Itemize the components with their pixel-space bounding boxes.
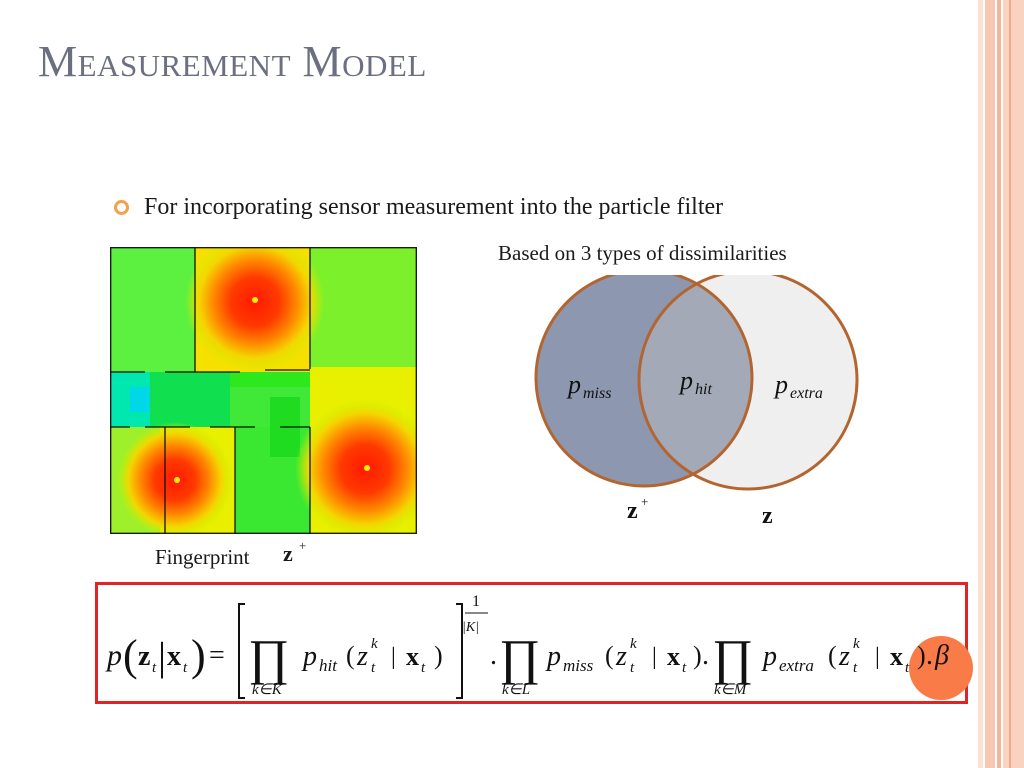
heatmap-z-sup: + xyxy=(299,538,307,553)
eq-dot-3: . xyxy=(926,640,933,671)
eq-p-hit: p xyxy=(301,641,317,672)
venn-miss-p: p xyxy=(566,370,581,399)
eq-prod-L: ∏ xyxy=(499,629,540,685)
bullet-ring-icon xyxy=(114,199,129,215)
heatmap-z-label: z xyxy=(283,541,293,566)
orange-dot-decoration xyxy=(909,636,973,700)
eq-cond-bar: | xyxy=(158,634,166,679)
eq-x-sub-t: t xyxy=(183,660,188,676)
eq-beta: β xyxy=(934,640,949,671)
eq-paren-close: ) xyxy=(434,641,443,670)
venn-caption: Based on 3 types of dissimilarities xyxy=(498,241,787,265)
eq-sub-t: t xyxy=(853,660,858,676)
venn-hit-p: p xyxy=(678,366,693,395)
venn-hit-sub: hit xyxy=(695,381,712,398)
eq-sup-k: k xyxy=(371,636,378,652)
eq-z-sub-t: t xyxy=(152,660,157,676)
eq-exp-numerator: 1 xyxy=(472,593,480,610)
venn-z-plus-sup: + xyxy=(641,494,648,509)
heatmap-caption: Fingerprint xyxy=(155,545,250,569)
eq-dot-1: . xyxy=(490,640,497,671)
slide-title: Measurement Model xyxy=(38,37,427,86)
eq-prod-M: ∏ xyxy=(712,629,753,685)
eq-equals: = xyxy=(209,640,225,671)
decorative-stripe xyxy=(978,0,983,768)
eq-z: z xyxy=(138,641,150,672)
eq-z-k: z xyxy=(356,641,368,672)
eq-bar: | xyxy=(652,644,657,670)
eq-x-t-sub: t xyxy=(905,660,910,676)
eq-p-extra: p xyxy=(761,641,777,672)
eq-hit-sub: hit xyxy=(319,656,338,675)
venn-diagram: p miss p hit p extra z + z xyxy=(534,275,859,525)
eq-prod-K-sub: k∈K xyxy=(252,682,283,698)
eq-x-t: x xyxy=(890,642,903,671)
eq-miss-sub: miss xyxy=(563,656,594,675)
eq-prod-M-sub: k∈M xyxy=(714,682,748,698)
eq-x-t-sub: t xyxy=(421,660,426,676)
eq-bar: | xyxy=(391,644,396,670)
eq-exp-denominator: |K| xyxy=(462,620,479,635)
eq-z-k: z xyxy=(615,641,627,672)
eq-extra-sub: extra xyxy=(779,656,814,675)
eq-dot-2: . xyxy=(702,640,709,671)
decorative-stripe xyxy=(985,0,995,768)
eq-p-miss: p xyxy=(545,641,561,672)
eq-prod-K: ∏ xyxy=(248,629,289,685)
venn-z-plus-label: z xyxy=(627,498,638,524)
eq-sub-t: t xyxy=(371,660,376,676)
eq-paren: ( xyxy=(828,641,837,670)
bullet-text: For incorporating sensor measurement int… xyxy=(144,193,724,220)
decorative-stripe xyxy=(1009,0,1011,768)
eq-sup-k: k xyxy=(630,636,637,652)
eq-x: x xyxy=(167,641,181,672)
venn-miss-sub: miss xyxy=(583,385,611,402)
eq-bar: | xyxy=(875,644,880,670)
eq-paren-close: ) xyxy=(693,641,702,670)
equation-box xyxy=(95,582,968,704)
eq-x-t: x xyxy=(406,642,419,671)
venn-z-label: z xyxy=(762,503,773,525)
venn-extra-sub: extra xyxy=(790,385,823,402)
measurement-equation: p ( z t | x t ) = ∏ k∈K p hit ( z k t | … xyxy=(105,593,949,699)
eq-sup-k: k xyxy=(853,636,860,652)
eq-sub-t: t xyxy=(630,660,635,676)
eq-rparen: ) xyxy=(191,631,206,680)
eq-p: p xyxy=(105,639,122,672)
bullet-item: For incorporating sensor measurement int… xyxy=(114,190,723,224)
eq-lparen: ( xyxy=(123,631,138,680)
venn-extra-p: p xyxy=(773,370,788,399)
decorative-stripe xyxy=(1003,0,1024,768)
eq-paren: ( xyxy=(346,641,355,670)
eq-x-t-sub: t xyxy=(682,660,687,676)
eq-prod-L-sub: k∈L xyxy=(502,682,530,698)
eq-z-k: z xyxy=(838,641,850,672)
eq-paren-close: ) xyxy=(917,641,926,670)
eq-paren: ( xyxy=(605,641,614,670)
eq-x-t: x xyxy=(667,642,680,671)
fingerprint-heatmap xyxy=(110,247,417,534)
decorative-stripe xyxy=(997,0,1001,768)
venn-intersection xyxy=(639,275,752,486)
